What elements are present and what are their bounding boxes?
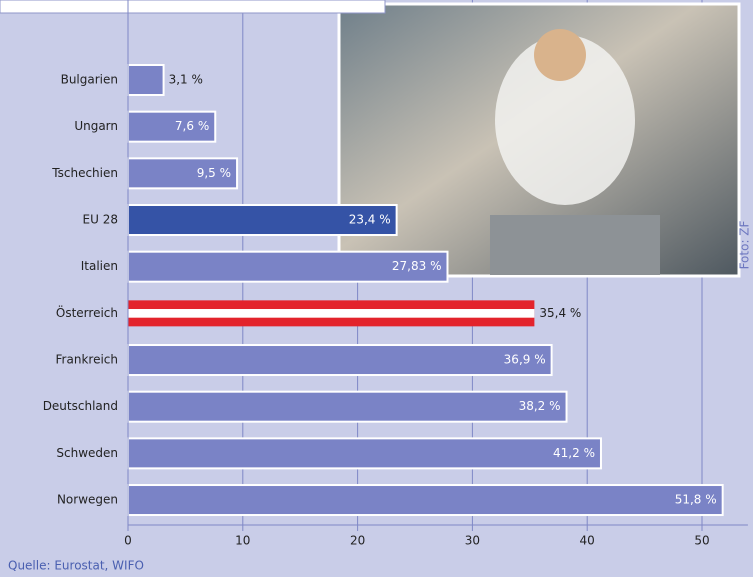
value-label: 51,8 % [675, 493, 717, 507]
value-label: 23,4 % [349, 213, 391, 227]
y-tick-label: EU 28 [83, 213, 118, 227]
bar [127, 390, 568, 423]
y-tick-label: Bulgarien [61, 73, 118, 87]
photo-figure [495, 35, 635, 205]
value-label: 41,2 % [553, 446, 595, 460]
bar [127, 484, 724, 517]
photo-credit: Foto: ZF [738, 220, 752, 269]
x-tick-label: 10 [235, 534, 250, 548]
y-tick-label: Österreich [56, 304, 118, 320]
bar [127, 157, 239, 190]
value-label: 9,5 % [197, 166, 231, 180]
bar [127, 437, 602, 470]
x-tick-label: 50 [694, 534, 709, 548]
x-tick-label: 20 [350, 534, 365, 548]
value-label: 7,6 % [175, 119, 209, 133]
y-tick-label: Deutschland [43, 399, 118, 413]
y-tick-label: Norwegen [57, 493, 118, 507]
bar [127, 250, 449, 283]
x-tick-label: 30 [465, 534, 480, 548]
bar-stripe [128, 309, 535, 318]
y-tick-label: Schweden [56, 446, 118, 460]
value-label: 3,1 % [169, 73, 203, 87]
bar [127, 344, 553, 377]
title-box [0, 0, 386, 14]
source: Quelle: Eurostat, WIFO [8, 559, 144, 573]
photo-figure-head [534, 29, 586, 81]
x-tick-label: 40 [580, 534, 595, 548]
y-tick-label: Tschechien [51, 166, 118, 180]
y-tick-label: Frankreich [56, 353, 118, 367]
bar [127, 204, 398, 237]
bar [127, 64, 165, 96]
value-label: 27,83 % [392, 259, 442, 273]
value-label: 36,9 % [504, 353, 546, 367]
y-tick-label: Italien [81, 259, 118, 273]
photo-machine [490, 215, 660, 275]
value-label: 38,2 % [519, 399, 561, 413]
x-tick-label: 0 [124, 534, 132, 548]
y-tick-label: Ungarn [74, 119, 118, 133]
value-label: 35,4 % [539, 306, 581, 320]
